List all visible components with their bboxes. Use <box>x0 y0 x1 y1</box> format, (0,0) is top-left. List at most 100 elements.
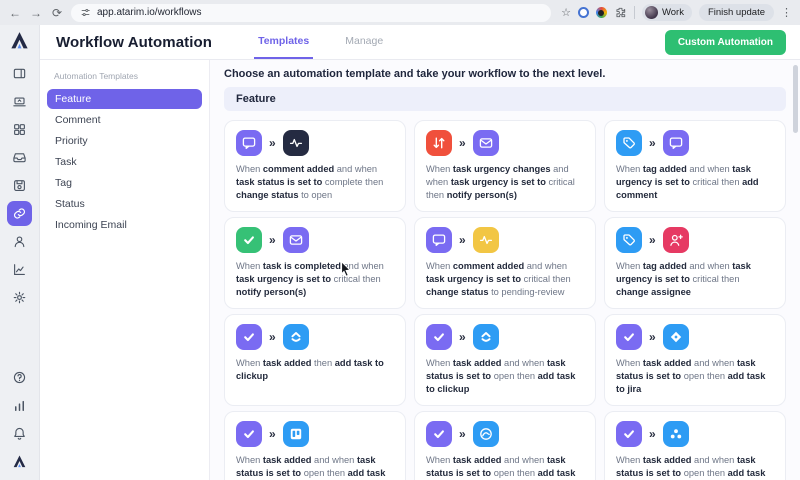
forward-icon[interactable]: → <box>30 5 42 20</box>
trello-icon <box>282 421 309 447</box>
automation-template-card[interactable]: » When task added and when task status is… <box>604 411 786 480</box>
tag-icon <box>616 227 642 253</box>
recorder-extension-icon[interactable] <box>595 7 607 18</box>
custom-automation-button[interactable]: Custom Automation <box>664 29 786 55</box>
task-added-icon <box>616 324 642 350</box>
status-pulse-icon <box>472 227 499 253</box>
tag-icon <box>616 130 642 156</box>
help-icon[interactable] <box>7 365 32 390</box>
task-added-icon <box>236 421 262 447</box>
extensions-puzzle-icon[interactable] <box>614 6 627 19</box>
card-description: When comment added and when task status … <box>236 164 384 200</box>
comment-icon <box>426 227 452 253</box>
automation-template-card[interactable]: » When task added and when task status is… <box>224 411 406 480</box>
password-extension-icon[interactable] <box>577 7 589 18</box>
automation-template-card[interactable]: » When tag added and when task urgency is… <box>604 217 786 309</box>
inbox-icon[interactable] <box>7 145 32 170</box>
reports-chart-icon[interactable] <box>7 257 32 282</box>
template-category-incoming-email[interactable]: Incoming Email <box>55 219 127 231</box>
browser-toolbar: ← → ⟳ app.atarim.io/workflows ☆ Work Fin… <box>0 0 800 25</box>
chevron-double-icon: » <box>649 427 656 441</box>
toolbar-divider <box>633 6 635 19</box>
automation-template-card[interactable]: » When task added and when task status is… <box>604 314 786 406</box>
clickup-icon <box>472 324 499 350</box>
chevron-double-icon: » <box>269 330 276 344</box>
template-cards-grid: » When comment added and when task status… <box>224 120 786 480</box>
chevron-double-icon: » <box>269 233 276 247</box>
automation-template-card[interactable]: » When tag added and when task urgency is… <box>604 120 786 212</box>
reload-icon[interactable]: ⟳ <box>51 5 63 20</box>
bookmark-star-icon[interactable]: ☆ <box>561 7 571 19</box>
scrollbar-thumb[interactable] <box>793 65 798 133</box>
card-description: When comment added and when task urgency… <box>426 261 571 297</box>
app-icon-rail <box>0 25 40 480</box>
automation-template-card[interactable]: » When task added and when task status is… <box>414 314 596 406</box>
card-description: When task added and when task status is … <box>236 455 386 478</box>
automation-template-card[interactable]: » When task added and when task status is… <box>414 411 596 480</box>
rail-top-group <box>7 61 32 310</box>
template-category-priority[interactable]: Priority <box>55 135 88 147</box>
chevron-double-icon: » <box>459 233 466 247</box>
automation-template-card[interactable]: » When task is completed and when task ur… <box>224 217 406 309</box>
urgency-change-icon <box>426 130 452 156</box>
header-tabs: Templates Manage <box>254 25 387 59</box>
usage-signal-icon[interactable] <box>7 393 32 418</box>
atarim-logo-bottom[interactable] <box>7 449 32 474</box>
automation-template-card[interactable]: » When task added then add task to clicku… <box>224 314 406 406</box>
clickup-icon <box>282 324 309 350</box>
notify-email-icon <box>472 130 499 156</box>
chevron-double-icon: » <box>649 330 656 344</box>
task-added-icon <box>426 421 452 447</box>
template-category-task[interactable]: Task <box>55 156 77 168</box>
card-description: When tag added and when task urgency is … <box>616 164 759 200</box>
browser-menu-icon[interactable]: ⋮ <box>781 7 792 19</box>
comment-icon <box>236 130 262 156</box>
sidebar-toggle-icon[interactable] <box>7 61 32 86</box>
atarim-logo[interactable] <box>9 30 30 51</box>
workflows-link-icon[interactable] <box>7 201 32 226</box>
card-description: When tag added and when task urgency is … <box>616 261 751 297</box>
chevron-double-icon: » <box>649 136 656 150</box>
automation-template-card[interactable]: » When task urgency changes and when task… <box>414 120 596 212</box>
chevron-double-icon: » <box>459 330 466 344</box>
automation-template-card[interactable]: » When comment added and when task urgenc… <box>414 217 596 309</box>
tab-templates[interactable]: Templates <box>254 25 314 59</box>
basecamp-icon <box>472 421 499 447</box>
projects-icon[interactable] <box>7 173 32 198</box>
comment-icon <box>662 130 689 156</box>
collaborate-icon[interactable] <box>7 89 32 114</box>
dashboard-grid-icon[interactable] <box>7 117 32 142</box>
intro-text: Choose an automation template and take y… <box>224 68 606 80</box>
back-icon[interactable]: ← <box>9 5 21 20</box>
notifications-bell-icon[interactable] <box>7 421 32 446</box>
chevron-double-icon: » <box>269 136 276 150</box>
tab-manage[interactable]: Manage <box>345 35 384 47</box>
task-added-icon <box>426 324 452 350</box>
page-title: Workflow Automation <box>56 33 213 51</box>
task-added-icon <box>616 421 642 447</box>
template-category-feature[interactable]: Feature <box>47 89 202 109</box>
chevron-double-icon: » <box>649 233 656 247</box>
template-category-status[interactable]: Status <box>55 198 85 210</box>
notify-email-icon <box>282 227 309 253</box>
template-category-comment[interactable]: Comment <box>55 114 101 126</box>
task-complete-icon <box>236 227 262 253</box>
rail-bottom-group <box>7 365 32 474</box>
card-description: When task added and when task status is … <box>426 358 576 394</box>
settings-gear-icon[interactable] <box>7 285 32 310</box>
asana-icon <box>662 421 689 447</box>
template-category-tag[interactable]: Tag <box>55 177 72 189</box>
chevron-double-icon: » <box>459 427 466 441</box>
browser-profile-chip[interactable]: Work <box>641 4 692 21</box>
card-description: When task added and when task status is … <box>616 455 766 478</box>
profile-name: Work <box>661 7 684 18</box>
site-settings-icon[interactable] <box>80 7 91 18</box>
templates-main: Choose an automation template and take y… <box>210 60 800 480</box>
finish-update-button[interactable]: Finish update <box>698 4 774 21</box>
card-description: When task urgency changes and when task … <box>426 164 575 200</box>
clients-icon[interactable] <box>7 229 32 254</box>
automation-template-card[interactable]: » When comment added and when task status… <box>224 120 406 212</box>
page-header: Workflow Automation Templates Manage Cus… <box>40 25 800 60</box>
templates-sidebar: Automation Templates Feature Comment Prior… <box>40 60 210 480</box>
url-bar[interactable]: app.atarim.io/workflows <box>71 3 551 22</box>
